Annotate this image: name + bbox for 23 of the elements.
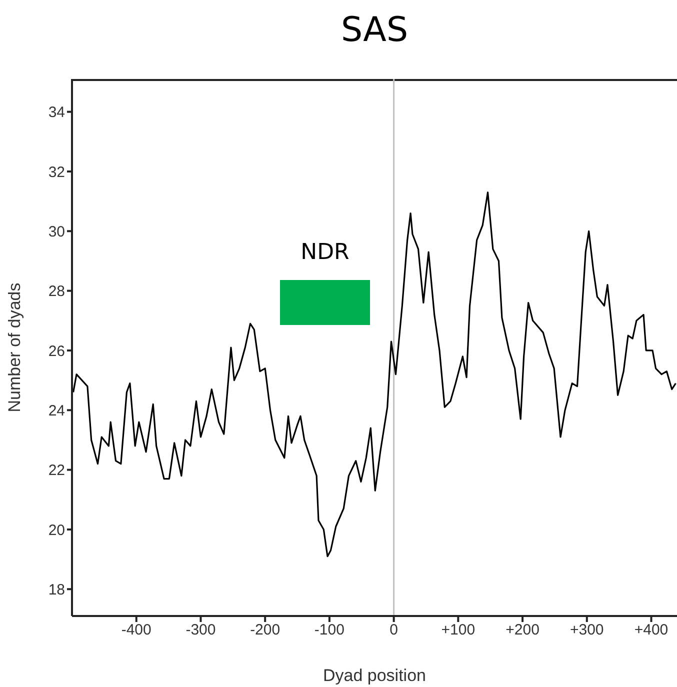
x-tick-label: +100 <box>441 622 476 639</box>
y-tick-label: 34 <box>48 104 65 122</box>
x-tick-label: -300 <box>186 622 216 639</box>
x-tick-label: -100 <box>314 622 344 639</box>
x-axis-title: Dyad position <box>322 666 426 685</box>
y-axis-title: Number of dyads <box>5 282 24 412</box>
x-tick-label: +400 <box>634 622 668 639</box>
y-tick-label: 24 <box>48 402 65 420</box>
x-tick-label: -400 <box>121 622 152 639</box>
line-series <box>72 192 677 558</box>
x-tick-label: +300 <box>570 622 604 639</box>
y-tick-label: 26 <box>48 342 65 360</box>
y-tick-label: 18 <box>48 581 65 598</box>
x-tick-label: +200 <box>506 622 540 639</box>
y-tick-label: 32 <box>48 164 65 181</box>
y-tick-label: 22 <box>48 462 65 480</box>
y-tick-label: 28 <box>48 283 65 300</box>
y-tick-label: 20 <box>48 522 65 539</box>
annotation: NDR <box>300 240 350 266</box>
x-tick-label: 0 <box>390 622 398 639</box>
x-tick-label: -200 <box>250 622 280 639</box>
y-tick-label: 30 <box>48 223 65 240</box>
chart-title: SAS <box>340 10 410 50</box>
